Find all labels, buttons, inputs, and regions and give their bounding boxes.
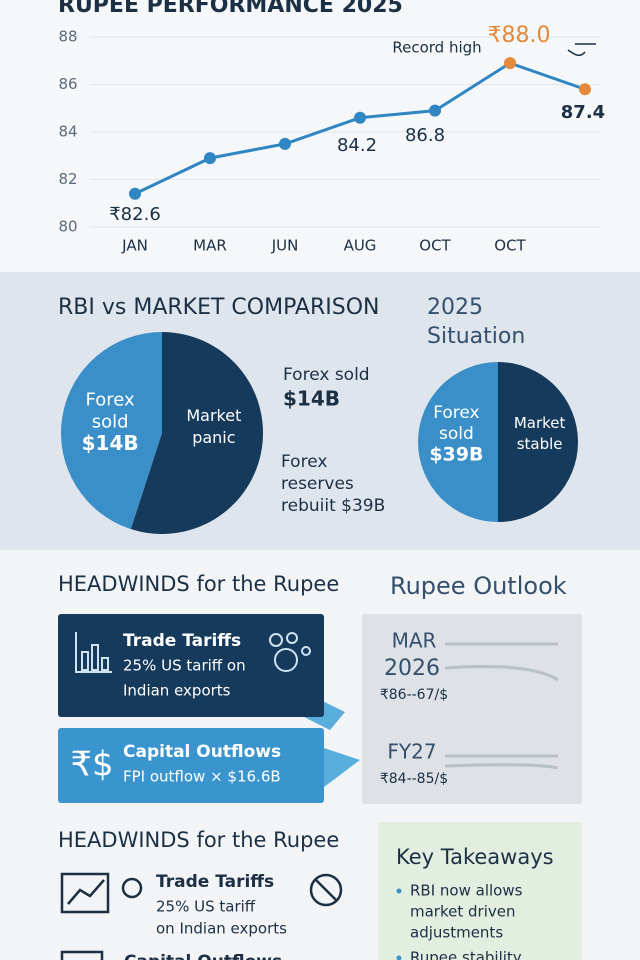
x-tick-label: MAR	[193, 237, 227, 255]
section-title: RBI vs MARKET COMPARISON	[58, 295, 380, 320]
slice-label: sold	[439, 424, 474, 444]
doodle	[567, 43, 596, 57]
takeaways-title: Key Takeaways	[396, 845, 554, 869]
outlook-range: ₹86--67/$	[380, 687, 448, 703]
point	[129, 187, 141, 200]
slice-label: stable	[517, 435, 563, 453]
y-tick-label: 88	[58, 28, 77, 46]
pie-slice	[418, 362, 498, 522]
item-text: 25% US tariff	[156, 898, 256, 916]
item-title: Capital Outflows	[124, 952, 282, 960]
slice-label: panic	[192, 428, 235, 447]
pie-slice	[61, 332, 162, 530]
section-title: Situation	[427, 324, 525, 349]
outlook-period: MAR	[392, 629, 437, 653]
annotation: Record high	[392, 39, 481, 57]
card	[58, 614, 324, 717]
slice-label: Market	[514, 414, 566, 432]
icon	[60, 872, 343, 960]
note: reserves	[281, 474, 354, 494]
pie-slice	[130, 332, 264, 534]
section-title: Rupee Outlook	[390, 572, 567, 600]
point	[579, 83, 591, 96]
card-text: FPI outflow × $16.6B	[123, 768, 281, 786]
slice-label: Forex	[86, 390, 135, 411]
card-text: 25% US tariff on	[123, 657, 246, 675]
y-tick-label: 82	[58, 170, 77, 188]
item-title: Trade Tariffs	[156, 872, 274, 892]
x-tick-label: JUN	[271, 237, 299, 255]
section-title: HEADWINDS for the Rupee	[58, 828, 339, 852]
card-text: Indian exports	[123, 682, 231, 700]
y-tick-label: 84	[58, 123, 77, 141]
note: Forex sold	[283, 365, 370, 385]
chart-title: RUPEE PERFORMANCE 2025	[58, 0, 403, 18]
takeaway: adjustments	[410, 924, 503, 942]
outlook-bars	[444, 642, 559, 770]
point	[429, 104, 441, 117]
x-tick-label: JAN	[121, 237, 148, 255]
card-title: Capital Outflows	[123, 742, 281, 762]
point	[279, 137, 291, 150]
item-text: on Indian exports	[156, 920, 287, 938]
annotation: 86.8	[405, 125, 445, 146]
section-title: 2025	[427, 295, 483, 320]
y-tick-label: 86	[58, 75, 77, 93]
annotation: 87.4	[561, 102, 605, 123]
point	[204, 152, 216, 165]
bullet	[396, 955, 402, 960]
card	[58, 728, 324, 803]
point	[504, 57, 516, 70]
slice-label: $14B	[82, 431, 139, 455]
card-title: Trade Tariffs	[123, 631, 241, 651]
pie-slice	[498, 362, 578, 522]
outlook-range: ₹84--85/$	[380, 771, 448, 787]
note: rebuiit $39B	[281, 496, 385, 516]
y-tick-label: 80	[58, 218, 77, 236]
slice-label: sold	[92, 412, 129, 433]
x-tick-label: AUG	[344, 237, 377, 255]
annotation: ₹88.0	[488, 23, 551, 48]
takeaway: RBI now allows	[410, 882, 523, 900]
slice-label: Forex	[433, 403, 479, 423]
outlook-period: 2026	[384, 656, 440, 681]
outlook-period: FY27	[387, 740, 436, 764]
annotation: ₹82.6	[109, 204, 161, 225]
slice-label: Market	[186, 406, 241, 425]
slice-label: $39B	[429, 444, 483, 466]
point	[354, 111, 366, 124]
x-tick-label: OCT	[494, 237, 526, 255]
note: $14B	[283, 387, 340, 411]
x-tick-label: OCT	[419, 237, 451, 255]
section-title: HEADWINDS for the Rupee	[58, 572, 339, 596]
takeaways-box	[378, 822, 582, 960]
takeaway: Rupee stability	[410, 949, 522, 960]
bullet	[396, 888, 402, 894]
annotation: 84.2	[337, 135, 377, 156]
takeaway: market driven	[410, 903, 515, 921]
note: Forex	[281, 452, 327, 472]
icon	[75, 632, 311, 673]
icon: ₹$	[70, 745, 113, 785]
